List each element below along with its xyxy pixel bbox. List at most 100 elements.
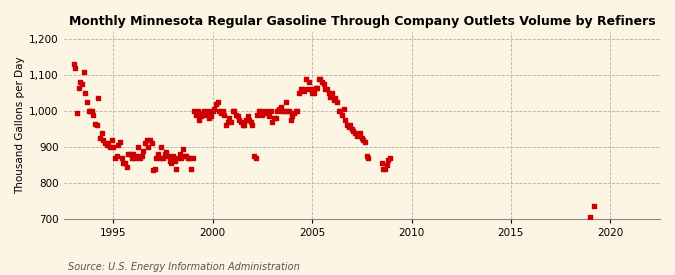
Point	[136, 154, 147, 158]
Point	[272, 109, 283, 113]
Point	[191, 112, 202, 117]
Point	[113, 143, 124, 147]
Title: Monthly Minnesota Regular Gasoline Through Company Outlets Volume by Refiners: Monthly Minnesota Regular Gasoline Throu…	[69, 15, 655, 28]
Point	[184, 156, 195, 160]
Point	[128, 152, 138, 156]
Point	[290, 109, 301, 113]
Point	[122, 165, 132, 169]
Point	[317, 80, 327, 84]
Point	[138, 148, 148, 153]
Point	[156, 145, 167, 149]
Point	[222, 120, 233, 124]
Point	[310, 86, 321, 90]
Point	[109, 156, 120, 160]
Point	[209, 107, 220, 111]
Point	[197, 111, 208, 115]
Point	[83, 109, 94, 113]
Point	[275, 105, 286, 110]
Point	[585, 215, 596, 219]
Point	[200, 112, 211, 117]
Point	[302, 87, 313, 92]
Point	[178, 147, 188, 151]
Point	[199, 109, 210, 113]
Point	[80, 91, 90, 95]
Point	[262, 111, 273, 115]
Point	[294, 91, 304, 95]
Point	[134, 156, 145, 160]
Point	[305, 87, 316, 92]
Point	[352, 134, 362, 138]
Point	[358, 138, 369, 142]
Point	[111, 154, 122, 158]
Point	[139, 141, 150, 146]
Point	[86, 109, 97, 113]
Point	[103, 141, 114, 146]
Point	[167, 154, 178, 158]
Point	[320, 87, 331, 92]
Point	[246, 120, 256, 124]
Point	[88, 112, 99, 117]
Point	[333, 109, 344, 113]
Point	[237, 123, 248, 128]
Point	[340, 118, 351, 122]
Point	[236, 120, 246, 124]
Point	[261, 109, 271, 113]
Point	[350, 130, 360, 135]
Point	[116, 156, 127, 160]
Point	[381, 163, 392, 167]
Point	[308, 91, 319, 95]
Point	[196, 114, 207, 119]
Point	[219, 112, 230, 117]
Point	[318, 82, 329, 86]
Point	[589, 204, 599, 208]
Point	[75, 80, 86, 84]
Y-axis label: Thousand Gallons per Day: Thousand Gallons per Day	[15, 57, 25, 194]
Point	[342, 123, 352, 128]
Point	[385, 156, 396, 160]
Point	[189, 109, 200, 113]
Point	[242, 114, 253, 119]
Point	[277, 109, 288, 113]
Point	[297, 87, 308, 92]
Point	[179, 154, 190, 158]
Point	[126, 156, 137, 160]
Point	[166, 161, 177, 166]
Point	[331, 100, 342, 104]
Point	[100, 141, 111, 146]
Point	[286, 118, 296, 122]
Point	[315, 76, 326, 81]
Point	[101, 143, 112, 147]
Point	[206, 114, 217, 119]
Point	[273, 107, 284, 111]
Point	[76, 82, 87, 86]
Point	[68, 62, 79, 67]
Point	[163, 154, 173, 158]
Point	[158, 156, 169, 160]
Point	[72, 111, 82, 115]
Point	[269, 116, 279, 120]
Point	[82, 100, 92, 104]
Point	[107, 138, 117, 142]
Point	[257, 112, 268, 117]
Point	[295, 87, 306, 92]
Point	[353, 132, 364, 137]
Point	[141, 138, 152, 142]
Point	[240, 118, 251, 122]
Text: Source: U.S. Energy Information Administration: Source: U.S. Energy Information Administ…	[68, 262, 299, 271]
Point	[234, 118, 244, 122]
Point	[267, 120, 278, 124]
Point	[173, 156, 184, 160]
Point	[284, 109, 294, 113]
Point	[149, 166, 160, 171]
Point	[348, 129, 359, 133]
Point	[211, 102, 221, 106]
Point	[148, 168, 159, 173]
Point	[181, 154, 192, 158]
Point	[383, 157, 394, 162]
Point	[330, 96, 341, 101]
Point	[207, 109, 218, 113]
Point	[327, 91, 338, 95]
Point	[300, 76, 311, 81]
Point	[306, 91, 317, 95]
Point	[229, 109, 240, 113]
